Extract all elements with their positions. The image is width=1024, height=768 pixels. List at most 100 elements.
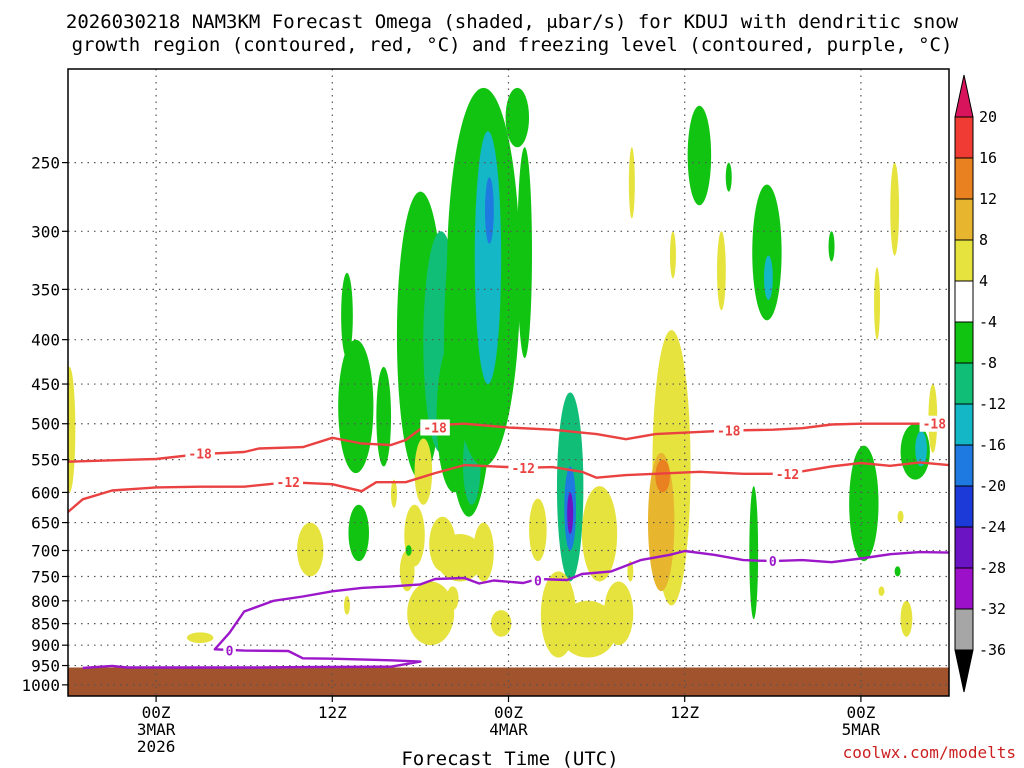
colorbar-segment xyxy=(954,403,974,446)
colorbar-segment xyxy=(954,567,974,610)
contour-label: -12 xyxy=(511,462,534,477)
y-tick-label: 550 xyxy=(31,451,60,470)
y-tick-label: 250 xyxy=(31,154,60,173)
x-tick-label: 00Z xyxy=(846,703,875,722)
omega-cell xyxy=(752,184,782,321)
omega-cell xyxy=(407,581,455,646)
omega-cell xyxy=(603,581,634,646)
contour-label-bg xyxy=(766,553,780,570)
omega-cell xyxy=(874,267,881,340)
x-tick-label: 2026 xyxy=(137,737,176,756)
omega-cell xyxy=(399,550,415,592)
omega-cell xyxy=(186,632,214,644)
omega-cell xyxy=(505,87,530,148)
omega-cell xyxy=(405,545,412,556)
isotherm-layer: -18 -18 -18 -18 -12 -12 -12 0 0 0 xyxy=(68,415,949,670)
omega-cell xyxy=(529,498,547,562)
colorbar-label: 20 xyxy=(979,108,997,126)
contour-label-bg xyxy=(714,422,744,439)
colorbar-label: -20 xyxy=(979,477,1006,495)
colorbar: 20 16 12 8 4 -4 -8 -12 -16 -20 -24 -28 -32 -36 xyxy=(954,74,1006,693)
x-tick-label: 3MAR xyxy=(137,720,176,739)
contour-label: -18 xyxy=(423,421,447,436)
y-tick-label: 950 xyxy=(31,657,60,676)
omega-cell xyxy=(655,459,671,493)
colorbar-segment xyxy=(954,485,974,528)
contour-label: 0 xyxy=(226,645,234,660)
omega-cell xyxy=(473,522,494,582)
omega-cell xyxy=(68,366,76,493)
contour-label: -18 xyxy=(717,424,741,439)
omega-cell xyxy=(749,486,759,620)
isotherm-line xyxy=(82,549,949,670)
omega-cell xyxy=(446,586,459,611)
contour-label-bg xyxy=(508,459,538,476)
colorbar-segment xyxy=(954,116,974,159)
chart-subtitle: growth region (contoured, red, °C) and f… xyxy=(72,34,953,56)
y-tick-label: 500 xyxy=(31,415,60,434)
y-tick-label: 700 xyxy=(31,541,60,560)
omega-cell xyxy=(627,561,634,582)
contour-label-bg xyxy=(531,572,545,589)
colorbar-label: 4 xyxy=(979,272,988,290)
omega-cell xyxy=(558,600,618,658)
y-tick-label: 1000 xyxy=(21,676,60,695)
y-tick-label: 350 xyxy=(31,280,60,299)
isotherm-line xyxy=(68,420,949,463)
omega-cell xyxy=(343,596,350,615)
y-tick-label: 300 xyxy=(31,222,60,241)
omega-cell xyxy=(725,162,732,192)
omega-cell xyxy=(341,272,353,359)
omega-cell xyxy=(414,438,433,505)
omega-cell xyxy=(490,610,512,637)
y-tick-label: 400 xyxy=(31,331,60,350)
omega-shading-layer xyxy=(68,87,938,658)
colorbar-label: -16 xyxy=(979,436,1006,454)
x-tick-label: 5MAR xyxy=(842,720,881,739)
colorbar-segment xyxy=(954,362,974,405)
colorbar-label: -12 xyxy=(979,395,1006,413)
contour-label-bg xyxy=(273,474,303,491)
credit-text: coolwx.com/modelts xyxy=(843,743,1016,762)
x-tick-label: 4MAR xyxy=(489,720,528,739)
colorbar-label: -32 xyxy=(979,600,1006,618)
colorbar-segment xyxy=(954,74,974,118)
colorbar-segment xyxy=(954,649,974,693)
colorbar-label: 12 xyxy=(979,190,997,208)
y-tick-label: 800 xyxy=(31,592,60,611)
contour-label-bg xyxy=(919,415,949,432)
omega-cell xyxy=(517,147,532,359)
contour-label: -18 xyxy=(923,418,947,433)
omega-cell xyxy=(297,522,324,577)
colorbar-label: -4 xyxy=(979,313,997,331)
contour-label-bg xyxy=(420,419,450,436)
colorbar-segment xyxy=(954,608,974,651)
colorbar-label: 16 xyxy=(979,149,997,167)
omega-cell xyxy=(849,445,879,562)
colorbar-segment xyxy=(954,444,974,487)
omega-cell xyxy=(878,586,885,597)
omega-cell xyxy=(894,566,901,577)
x-tick-label: 12Z xyxy=(318,703,347,722)
omega-cell xyxy=(890,162,900,256)
colorbar-segment xyxy=(954,526,974,569)
colorbar-segment xyxy=(954,280,974,323)
colorbar-segment xyxy=(954,157,974,200)
colorbar-label: -8 xyxy=(979,354,997,372)
omega-cell xyxy=(897,510,904,523)
colorbar-label: -28 xyxy=(979,559,1006,577)
omega-cell xyxy=(628,147,635,219)
colorbar-label: 8 xyxy=(979,231,988,249)
terrain-fill-layer xyxy=(68,667,949,696)
omega-cell xyxy=(348,504,370,562)
omega-cell xyxy=(485,177,494,244)
omega-cell xyxy=(338,339,374,474)
omega-cell xyxy=(436,533,484,582)
colorbar-segment xyxy=(954,198,974,241)
terrain-fill xyxy=(68,667,949,696)
colorbar-segment xyxy=(954,239,974,282)
omega-cell xyxy=(567,492,574,534)
omega-cell xyxy=(581,486,618,582)
omega-cell xyxy=(376,366,392,467)
colorbar-label: -36 xyxy=(979,641,1006,659)
